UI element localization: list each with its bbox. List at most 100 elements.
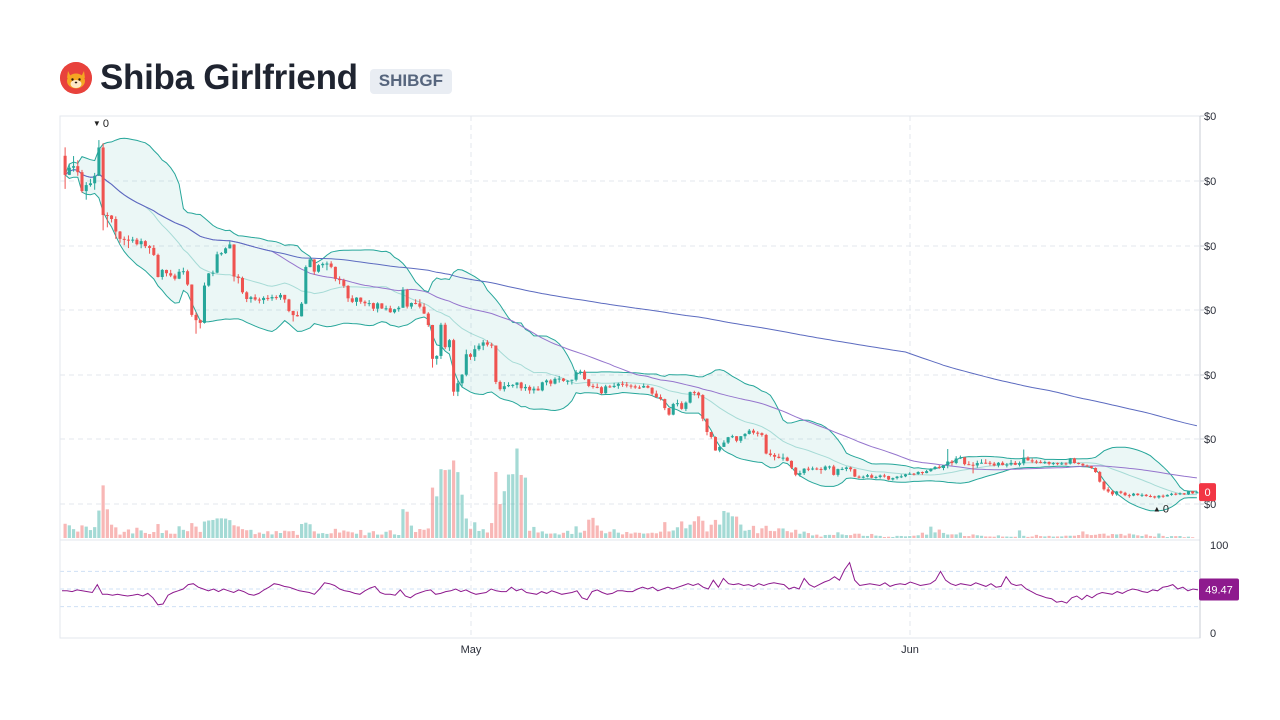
candle-body xyxy=(587,379,591,386)
candle-body xyxy=(97,147,101,176)
candle-body xyxy=(688,392,692,403)
volume-bar xyxy=(350,532,354,538)
volume-bar xyxy=(785,531,789,538)
volume-bar xyxy=(1110,534,1115,538)
candle-body xyxy=(963,457,967,465)
candle-body xyxy=(954,458,958,464)
candle-body xyxy=(1140,494,1144,496)
candle-body xyxy=(1043,462,1047,464)
volume-bar xyxy=(143,532,147,538)
candle-body xyxy=(730,436,734,438)
volume-bar xyxy=(671,530,675,538)
candle-body xyxy=(152,247,156,255)
candle-body xyxy=(583,371,587,380)
candle-body xyxy=(485,342,489,345)
candle-body xyxy=(93,175,97,184)
candle-body xyxy=(789,460,793,468)
candle-body xyxy=(321,263,325,266)
volume-bar xyxy=(80,525,84,538)
candle-body xyxy=(705,418,709,432)
volume-bar xyxy=(1001,536,1005,538)
volume-bar xyxy=(118,534,122,538)
volume-bar xyxy=(895,535,899,538)
volume-bar xyxy=(823,535,827,538)
candle-body xyxy=(650,387,654,394)
candle-body xyxy=(840,468,844,470)
volume-bar xyxy=(620,534,625,538)
volume-bar xyxy=(963,536,967,538)
candle-body xyxy=(359,297,363,302)
candle-body xyxy=(295,315,299,317)
candle-body xyxy=(291,310,295,316)
candle-body xyxy=(553,378,557,384)
candle-body xyxy=(718,446,722,451)
moving-averages xyxy=(64,169,1198,479)
volume-bar xyxy=(1026,536,1030,538)
candle-body xyxy=(916,472,920,474)
candle-body xyxy=(764,434,768,454)
volume-bar xyxy=(1186,536,1191,538)
candle-body xyxy=(72,166,76,168)
candle-body xyxy=(325,263,329,265)
candle-body xyxy=(135,239,139,245)
volume-bar xyxy=(105,509,109,538)
candle-body xyxy=(371,303,375,309)
volume-bar xyxy=(675,527,680,538)
candle-body xyxy=(1119,491,1123,493)
volume-bar xyxy=(629,533,633,538)
candle-body xyxy=(202,285,206,323)
volume-bar xyxy=(447,469,452,538)
rsi-pane xyxy=(60,561,1200,608)
volume-bar xyxy=(1191,537,1195,538)
volume-bar xyxy=(958,532,962,538)
volume-bar xyxy=(1068,535,1072,538)
volume-bar xyxy=(338,532,342,538)
candle-body xyxy=(671,404,675,415)
candle-body xyxy=(211,272,215,274)
candle-body xyxy=(599,387,603,394)
candle-body xyxy=(874,477,878,479)
candle-body xyxy=(781,457,785,459)
candle-body xyxy=(329,263,333,267)
candle-body xyxy=(118,231,122,239)
candle-body xyxy=(126,239,130,241)
volume-bar xyxy=(684,528,688,538)
volume-bar xyxy=(578,532,582,538)
candle-body xyxy=(739,436,743,441)
candle-body xyxy=(245,292,249,299)
candle-body xyxy=(405,289,409,307)
candle-body xyxy=(760,433,764,435)
candle-body xyxy=(473,349,477,357)
candle-body xyxy=(697,392,701,396)
price-axis-label: $0 xyxy=(1204,111,1216,123)
candle-body xyxy=(735,436,739,441)
volume-bar xyxy=(333,528,337,538)
candle-body xyxy=(604,386,608,394)
volume-bar xyxy=(198,531,202,538)
candle-body xyxy=(1034,461,1038,463)
rsi-value-badge-label: 49.47 xyxy=(1205,584,1233,596)
candle-body xyxy=(1174,493,1178,495)
candle-body xyxy=(63,155,67,175)
candle-body xyxy=(992,463,996,466)
candle-body xyxy=(621,383,625,385)
candle-body xyxy=(278,294,283,298)
volume-bar xyxy=(608,531,612,538)
volume-bar xyxy=(1165,537,1169,538)
low-marker-arrow: ▲ xyxy=(1153,505,1161,514)
volume-bar xyxy=(1148,535,1153,538)
candle-body xyxy=(1068,458,1072,464)
candle-body xyxy=(110,215,114,220)
volume-bar xyxy=(185,531,190,538)
candle-body xyxy=(469,354,473,357)
volume-bar xyxy=(464,518,468,538)
candle-body xyxy=(574,372,578,380)
candle-body xyxy=(1077,463,1081,464)
volume-bar xyxy=(878,535,882,538)
volume-bar xyxy=(1115,534,1119,538)
volume-bar xyxy=(1005,536,1009,538)
candle-body xyxy=(882,475,886,477)
candle-body xyxy=(1089,466,1093,469)
candle-body xyxy=(747,430,751,434)
